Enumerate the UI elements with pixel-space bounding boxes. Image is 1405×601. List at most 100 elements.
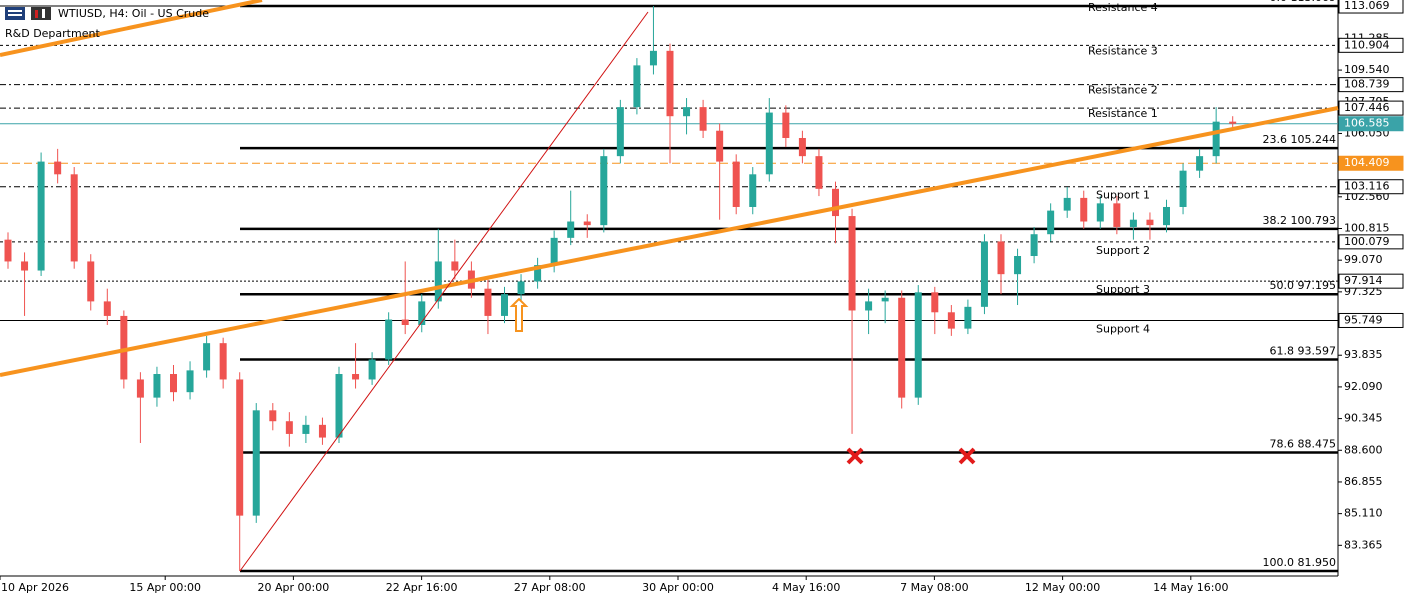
x-tick-label: 30 Apr 00:00 <box>642 581 714 594</box>
level-price-label: 95.749 <box>1344 313 1383 326</box>
x-tick-label: 22 Apr 16:00 <box>386 581 458 594</box>
candle-body <box>54 161 62 175</box>
level-price-box <box>1338 0 1404 14</box>
fib-label: 0.0 113.069 <box>1270 0 1337 4</box>
fib-price: 100.793 <box>1291 214 1337 227</box>
candle-body <box>434 261 442 302</box>
candle-body <box>219 343 227 380</box>
fib-ratio: 0.0 <box>1270 0 1288 4</box>
candle-body <box>385 319 393 360</box>
candle-body <box>103 301 111 316</box>
chart-title: WTIUSD, H4: Oil - US Crude <box>58 7 209 20</box>
candle-body <box>832 188 839 217</box>
candle-body <box>517 281 525 295</box>
candle-body <box>203 343 211 371</box>
level-price-label: 103.116 <box>1344 180 1390 193</box>
candle-body <box>1179 170 1187 207</box>
candle-body <box>368 359 376 380</box>
x-tick-label: 12 May 00:00 <box>1025 581 1100 594</box>
level-price-label: 97.914 <box>1344 274 1383 287</box>
candle-body <box>1229 121 1237 124</box>
fib-price: 81.950 <box>1298 556 1337 569</box>
candle-body <box>964 306 972 329</box>
candle-body <box>70 174 78 262</box>
fib-price: 93.597 <box>1298 345 1337 358</box>
fib-ratio: 38.2 <box>1263 214 1288 227</box>
candle-body <box>848 216 856 311</box>
x-tick-label: 15 Apr 00:00 <box>129 581 201 594</box>
candle-body <box>1196 156 1204 171</box>
fib-label: 38.2 100.793 <box>1263 214 1337 227</box>
icon <box>5 7 25 20</box>
candle-body <box>567 221 575 238</box>
level-price-box <box>1338 77 1404 93</box>
candle-body <box>1030 234 1038 257</box>
x-tick-label: 27 Apr 08:00 <box>514 581 586 594</box>
candle-body <box>1129 219 1137 227</box>
level-name: Support 3 <box>1096 283 1150 296</box>
level-name: Resistance 4 <box>1088 1 1158 14</box>
candle-body <box>980 241 988 307</box>
candle-body <box>616 107 624 157</box>
candle-body <box>1014 256 1022 275</box>
level-name: Resistance 3 <box>1088 44 1158 57</box>
candle-body <box>1113 203 1121 227</box>
cross-marks <box>846 447 976 465</box>
candle-body <box>997 241 1005 275</box>
plot <box>0 4 1338 573</box>
x-tick-label: 14 May 16:00 <box>1153 581 1228 594</box>
candle-body <box>649 50 657 66</box>
candle-body <box>633 65 641 108</box>
candle-body <box>236 379 244 516</box>
fib-label: 61.8 93.597 <box>1270 345 1337 358</box>
y-tick-label: 93.835 <box>1344 348 1383 361</box>
fib-price: 113.069 <box>1291 0 1337 4</box>
candle-body <box>699 107 707 131</box>
candle-body <box>1047 210 1055 235</box>
level-price-box <box>1338 273 1404 289</box>
level-price-label: 108.739 <box>1344 78 1390 91</box>
candle-body <box>732 161 740 207</box>
candle-body <box>186 370 194 393</box>
candle-body <box>534 265 542 282</box>
candle-body <box>1096 203 1104 222</box>
icon <box>8 10 22 12</box>
level-price-box <box>1338 312 1404 328</box>
icon <box>31 7 51 20</box>
candle-body <box>898 297 906 398</box>
level-name: Resistance 1 <box>1088 107 1158 120</box>
candle-body <box>252 410 260 516</box>
candle-body <box>881 297 889 302</box>
fib-label: 50.0 97.195 <box>1270 279 1337 292</box>
candle-body <box>153 374 161 398</box>
candle-body <box>451 261 459 271</box>
y-tick-label: 83.365 <box>1344 538 1383 551</box>
candle-body <box>352 374 360 380</box>
x-tick-label: 7 May 08:00 <box>900 581 968 594</box>
candle-body <box>749 174 757 207</box>
level-name: Resistance 2 <box>1088 84 1158 97</box>
candle-body <box>335 374 343 438</box>
icon <box>42 9 45 18</box>
x-tick-label: 20 Apr 00:00 <box>258 581 330 594</box>
level-price-label: 113.069 <box>1344 0 1390 12</box>
fib-label: 23.6 105.244 <box>1263 133 1337 146</box>
candle-body <box>285 421 293 434</box>
candle-body <box>550 237 558 266</box>
up-arrow <box>509 297 529 332</box>
fib-ratio: 50.0 <box>1270 279 1295 292</box>
candle-body <box>1080 197 1088 222</box>
cross <box>958 447 976 465</box>
candle-body <box>87 261 95 302</box>
level-price-label: 107.446 <box>1344 101 1390 114</box>
fib-price: 97.195 <box>1298 279 1337 292</box>
candle-body <box>1212 121 1220 157</box>
candle-body <box>21 261 29 271</box>
candle-body <box>683 107 691 117</box>
candle-body <box>815 156 823 189</box>
candle-body <box>120 315 128 380</box>
level-price-box <box>1338 37 1404 53</box>
candle-body <box>865 301 873 311</box>
y-tick-label: 92.090 <box>1344 380 1383 393</box>
